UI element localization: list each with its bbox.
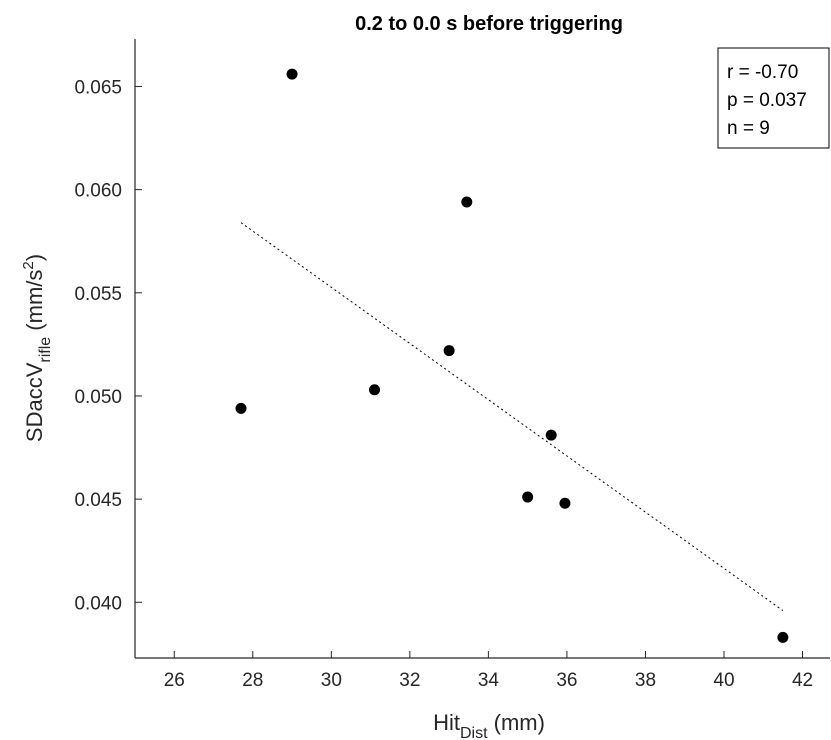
x-tick-label: 42 — [792, 670, 813, 691]
x-axis-title: HitDist (mm) — [433, 710, 545, 740]
y-axis-title-pre: (mm/s — [22, 270, 47, 337]
x-tick-label: 26 — [164, 670, 185, 691]
x-axis-title-base: Hit — [433, 710, 460, 735]
data-point — [235, 402, 247, 414]
x-axis-title-sub: Dist — [460, 725, 488, 740]
y-tick-label: 0.050 — [74, 387, 122, 408]
y-axis-title-sub: rifle — [37, 337, 54, 363]
data-points — [235, 68, 789, 643]
stats-box-frame — [717, 47, 830, 149]
x-tick-label: 38 — [635, 670, 656, 691]
data-point — [443, 345, 455, 357]
stat-p: p = 0.037 — [727, 90, 807, 111]
data-point — [545, 429, 557, 441]
data-point — [369, 384, 381, 396]
y-axis-title-post: ) — [22, 254, 47, 261]
x-tick-label: 40 — [713, 670, 734, 691]
stat-n: n = 9 — [727, 118, 770, 139]
chart-title: 0.2 to 0.0 s before triggering — [355, 13, 623, 35]
y-tick-label: 0.055 — [74, 284, 122, 305]
y-tick-label: 0.040 — [74, 593, 122, 614]
data-point — [522, 491, 534, 503]
y-ticks: 0.040 0.045 0.050 0.055 0.060 0.065 — [74, 77, 142, 614]
y-tick-label: 0.065 — [74, 77, 122, 98]
regression-line — [240, 222, 784, 611]
plot-axes — [134, 39, 830, 659]
y-axis-title-sup: 2 — [20, 261, 37, 269]
x-ticks: 26 28 30 32 34 36 38 40 42 — [164, 651, 813, 691]
x-tick-label: 32 — [399, 670, 420, 691]
x-tick-label: 30 — [321, 670, 342, 691]
fit-line-group — [240, 222, 784, 611]
data-point — [461, 196, 473, 208]
y-axis-title-base: SDaccV — [22, 362, 47, 442]
data-point — [286, 68, 298, 80]
x-tick-label: 34 — [478, 670, 500, 691]
x-axis-title-rest: (mm) — [488, 710, 545, 735]
data-point — [559, 497, 571, 509]
y-tick-label: 0.045 — [74, 490, 122, 511]
x-tick-label: 36 — [556, 670, 577, 691]
y-axis-title: SDaccVrifle (mm/s2) — [20, 254, 54, 442]
y-tick-label: 0.060 — [74, 181, 122, 202]
stat-r: r = -0.70 — [727, 62, 798, 83]
data-point — [777, 631, 789, 643]
x-tick-label: 28 — [242, 670, 263, 691]
stats-legend: r = -0.70 p = 0.037 n = 9 — [717, 47, 830, 149]
